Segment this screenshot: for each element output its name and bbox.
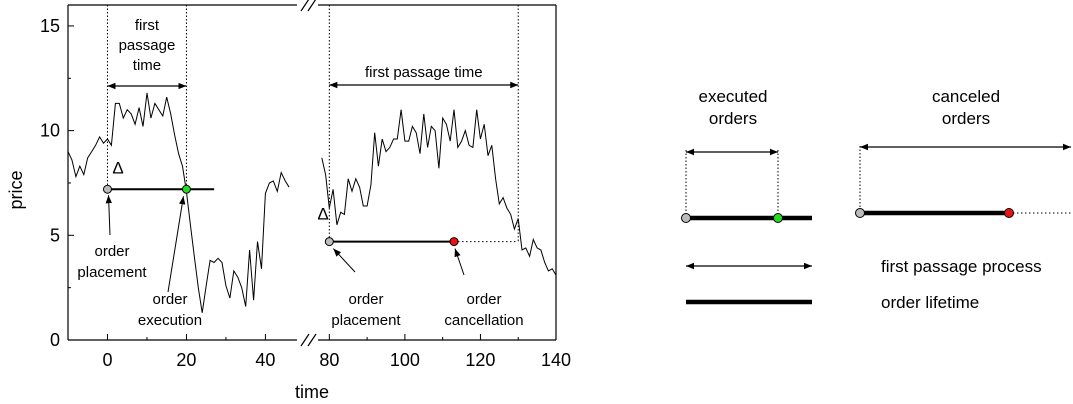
- panel-right: [321, 109, 556, 276]
- execution-label-1-line-0: order: [152, 291, 187, 308]
- y-tick-label-0: 0: [50, 330, 60, 350]
- legend-lifetime-text: order lifetime: [881, 293, 979, 312]
- execution-pointer-1: [167, 196, 186, 293]
- placement-dot-2: [324, 237, 334, 247]
- x-tick-label-left-2: 40: [255, 350, 275, 370]
- execution-dot-1: [181, 184, 191, 194]
- legend: executed orders canceled orders first pa…: [681, 87, 1071, 312]
- delta-label-2: Δ: [317, 205, 328, 224]
- x-tick-label-left-1: 20: [176, 350, 196, 370]
- cancellation-pointer-2: [454, 248, 465, 276]
- executed-execution-dot: [773, 213, 783, 223]
- first-passage-label-1-line-0: first: [135, 17, 160, 34]
- placement-pointer-2: [332, 248, 356, 273]
- placement-pointer-1: [105, 195, 112, 236]
- axis-break: [300, 0, 317, 347]
- cancellation-label-2-line-0: order: [466, 291, 501, 308]
- first-passage-label-2: first passage time: [365, 64, 483, 81]
- placement-label-2-line-0: order: [348, 291, 383, 308]
- axes-frame: [67, 4, 557, 341]
- legend-canceled-line1: canceled: [932, 87, 1000, 106]
- legend-first-passage-text: first passage process: [881, 257, 1042, 276]
- executed-placement-dot: [681, 213, 691, 223]
- legend-canceled-line2: orders: [942, 109, 990, 128]
- panel-left: [68, 92, 290, 313]
- x-tick-label-right-2: 120: [465, 350, 495, 370]
- cancellation-label-2-line-1: cancellation: [444, 312, 523, 329]
- first-passage-label-1-line-2: time: [133, 57, 161, 74]
- cancellation-dot-2: [449, 237, 459, 247]
- canceled-placement-dot: [855, 208, 865, 218]
- y-tick-label-1: 5: [50, 225, 60, 245]
- placement-label-1-line-1: placement: [77, 264, 147, 281]
- x-tick-label-right-1: 100: [390, 350, 420, 370]
- canceled-cancellation-dot: [1004, 208, 1014, 218]
- price-series-right: [321, 109, 556, 276]
- price-series-left: [68, 92, 290, 313]
- y-ticks: 0 5 10 15: [40, 16, 74, 350]
- x-tick-label-right-3: 140: [541, 350, 571, 370]
- legend-executed-line1: executed: [699, 87, 768, 106]
- placement-dot-1: [102, 184, 112, 194]
- x-tick-label-left-0: 0: [102, 350, 112, 370]
- x-ticks-right: 80 100 120 140: [319, 334, 571, 370]
- delta-label-1: Δ: [112, 158, 123, 177]
- execution-label-1-line-1: execution: [138, 312, 202, 329]
- placement-label-1-line-0: order: [94, 243, 129, 260]
- legend-executed-line2: orders: [709, 109, 757, 128]
- placement-label-2-line-1: placement: [331, 312, 401, 329]
- y-tick-label-3: 15: [40, 16, 60, 36]
- x-ticks-left: 0 20 40: [102, 334, 275, 370]
- y-tick-label-2: 10: [40, 121, 60, 141]
- first-passage-label-1-line-1: passage: [119, 37, 176, 54]
- y-axis-label: price: [6, 170, 26, 209]
- x-axis-label: time: [295, 382, 329, 402]
- x-tick-label-right-0: 80: [319, 350, 339, 370]
